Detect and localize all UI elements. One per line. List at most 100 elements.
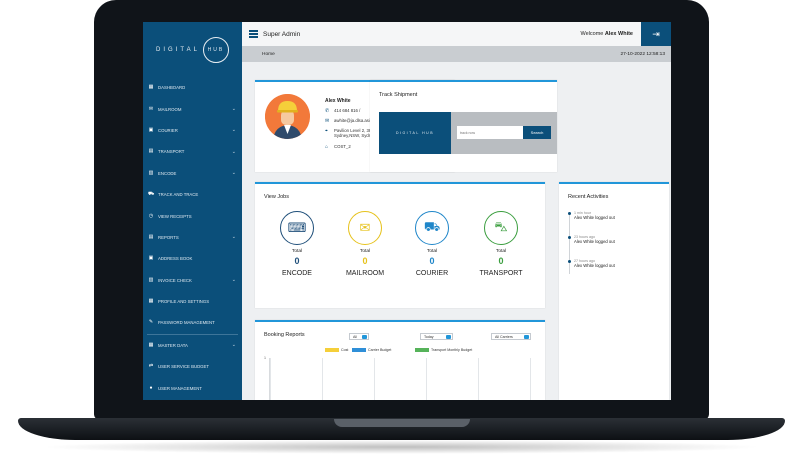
job-mailroom[interactable]: ✉ Total 0 MAILROOM: [337, 211, 393, 277]
recent-activities-title: Recent Activities: [568, 194, 609, 200]
legend-item[interactable]: Carrier Budget: [352, 348, 391, 352]
sidebar-item-address-book[interactable]: ▣ ADDRESS BOOK: [143, 248, 242, 269]
sidebar-item-label: MASTER DATA: [158, 342, 188, 348]
chevron-down-icon: ⌄: [231, 148, 236, 155]
job-total-label: Total: [359, 249, 371, 254]
activity-text: Alex White logged out: [574, 239, 615, 244]
sidebar-item-label: ADDRESS BOOK: [158, 256, 193, 262]
timeline-dot: [568, 260, 571, 263]
profile-cost-row: ⌂ COST_2: [325, 144, 351, 150]
profile-phone: 414 684 816 /: [334, 108, 361, 113]
booking-filter-value: Today: [424, 335, 434, 339]
sidebar-item-courier[interactable]: ▣ COURIER ⌄: [143, 120, 242, 141]
profile-email-row: ✉ awhite@ja.dlsa.asia: [325, 118, 372, 124]
transport-icon: ▤: [148, 148, 154, 155]
job-courier[interactable]: ⛟ Total 0 COURIER: [404, 211, 460, 277]
mail-icon: ✉: [148, 105, 154, 112]
sidebar-item-view-receipts[interactable]: ◷ VIEW RECEIPTS: [143, 205, 242, 226]
address-book-icon: ▣: [148, 255, 154, 262]
activity-item: 1 min hour Alex White logged out: [574, 211, 615, 220]
sidebar-item-user-management[interactable]: ● USER MANAGEMENT: [143, 377, 242, 398]
job-label: MAILROOM: [345, 270, 385, 277]
breadcrumb-home[interactable]: Home: [262, 51, 275, 57]
database-icon: ▦: [148, 341, 154, 348]
booking-reports-card: Booking Reports All Today All Carriers Cost C…: [255, 320, 545, 400]
report-icon: ▤: [148, 233, 154, 240]
logo-ring: HUB: [202, 36, 229, 63]
track-banner: DIGITAL HUB Search: [379, 112, 557, 154]
sidebar-item-label: VIEW RECEIPTS: [158, 213, 192, 219]
timeline-dot: [568, 212, 571, 215]
welcome-prefix: Welcome: [580, 31, 605, 37]
booking-filter-select[interactable]: All: [349, 333, 369, 340]
sidebar-item-mailroom[interactable]: ✉ MAILROOM ⌄: [143, 98, 242, 119]
activity-item: 23 hours ago Alex White logged out: [574, 235, 615, 244]
encode-icon: ▥: [148, 169, 154, 176]
activity-time: 27 hours ago: [574, 259, 595, 263]
chevron-down-icon: [362, 335, 367, 339]
logout-button[interactable]: ⇥: [641, 22, 671, 46]
job-total-label: Total: [291, 249, 303, 254]
menu-icon[interactable]: [249, 30, 258, 38]
sidebar-item-transport[interactable]: ▤ TRANSPORT ⌄: [143, 141, 242, 162]
sidebar: DIGITAL HUB ▦ DASHBOARD ✉ MAILROOM ⌄ ▣ COURIER…: [143, 22, 242, 400]
invoice-icon: ▥: [148, 276, 154, 283]
laptop-notch: [334, 419, 470, 427]
job-transport[interactable]: ⛍ Total 0 TRANSPORT: [473, 211, 529, 277]
avatar: [265, 94, 310, 139]
job-label: COURIER: [415, 270, 449, 277]
app-logo[interactable]: DIGITAL HUB: [143, 22, 242, 77]
chart-gridline: [374, 358, 375, 400]
chevron-down-icon: ⌄: [231, 277, 236, 284]
sidebar-item-invoice-check[interactable]: ▥ INVOICE CHECK ⌄: [143, 270, 242, 291]
legend-swatch: [415, 348, 429, 352]
profile-email: awhite@ja.dlsa.asia: [334, 118, 373, 123]
chart-gridline: [426, 358, 427, 400]
chart-gridline: [270, 358, 271, 400]
worker-avatar-icon: [265, 94, 310, 139]
chart-gridline: [478, 358, 479, 400]
sidebar-item-reports[interactable]: ▤ REPORTS ⌄: [143, 227, 242, 248]
chart-gridline: [530, 358, 531, 400]
phone-icon: ✆: [325, 108, 330, 114]
job-count: 0: [362, 256, 368, 266]
breadcrumb: Home 27-10-2022 12:58:13: [242, 46, 671, 62]
welcome-user-name: Alex White: [604, 31, 633, 37]
sidebar-item-label: TRANSPORT: [158, 149, 185, 155]
sidebar-item-label: REPORTS: [158, 234, 179, 240]
sidebar-item-password-management[interactable]: ✎ PASSWORD MANAGEMENT: [143, 312, 242, 333]
courier-icon: ▣: [148, 126, 154, 133]
sidebar-item-dashboard[interactable]: ▦ DASHBOARD: [143, 77, 242, 98]
booking-filter-value: All Carriers: [495, 335, 513, 339]
current-datetime: 27-10-2022 12:58:13: [620, 51, 665, 57]
view-jobs-card: View Jobs ⌨ Total 0 ENCODE ✉ Total 0 MAILROOM ⛟ To…: [255, 182, 545, 308]
legend-item[interactable]: Cost: [325, 348, 348, 352]
sidebar-item-encode[interactable]: ▥ ENCODE ⌄: [143, 163, 242, 184]
truck-icon: ⛟: [148, 191, 155, 198]
sidebar-item-track-and-trace[interactable]: ⛟ TRACK AND TRACE: [143, 184, 242, 205]
activity-text: Alex White logged out: [574, 263, 615, 268]
sidebar-item-profile-and-settings[interactable]: ▦ PROFILE AND SETTINGS: [143, 291, 242, 312]
legend-item[interactable]: Transport Monthly Budget: [415, 348, 472, 352]
chevron-down-icon: [524, 335, 529, 339]
timeline-dot: [568, 236, 571, 239]
job-transport-icon: ⛍: [484, 211, 518, 245]
app-screen: DIGITAL HUB ▦ DASHBOARD ✉ MAILROOM ⌄ ▣ COURIER…: [143, 22, 671, 400]
booking-filter-select[interactable]: Today: [420, 333, 453, 340]
sidebar-item-user-service-budget[interactable]: ⇄ USER SERVICE BUDGET: [143, 356, 242, 377]
sidebar-item-master-data[interactable]: ▦ MASTER DATA ⌄: [143, 335, 242, 356]
job-total-label: Total: [426, 249, 438, 254]
receipt-icon: ◷: [148, 212, 154, 219]
booking-filter-select[interactable]: All Carriers: [491, 333, 531, 340]
settings-icon: ▦: [148, 298, 154, 305]
email-icon: ✉: [325, 118, 330, 124]
job-total-label: Total: [495, 249, 507, 254]
sidebar-item-label: COURIER: [158, 127, 178, 133]
job-encode[interactable]: ⌨ Total 0 ENCODE: [269, 211, 325, 277]
job-label: ENCODE: [282, 270, 312, 277]
activity-text: Alex White logged out: [574, 215, 615, 220]
track-search-button[interactable]: Search: [523, 126, 551, 139]
track-search-input[interactable]: [457, 126, 523, 139]
job-encode-icon: ⌨: [280, 211, 314, 245]
sidebar-item-label: MAILROOM: [158, 106, 182, 112]
